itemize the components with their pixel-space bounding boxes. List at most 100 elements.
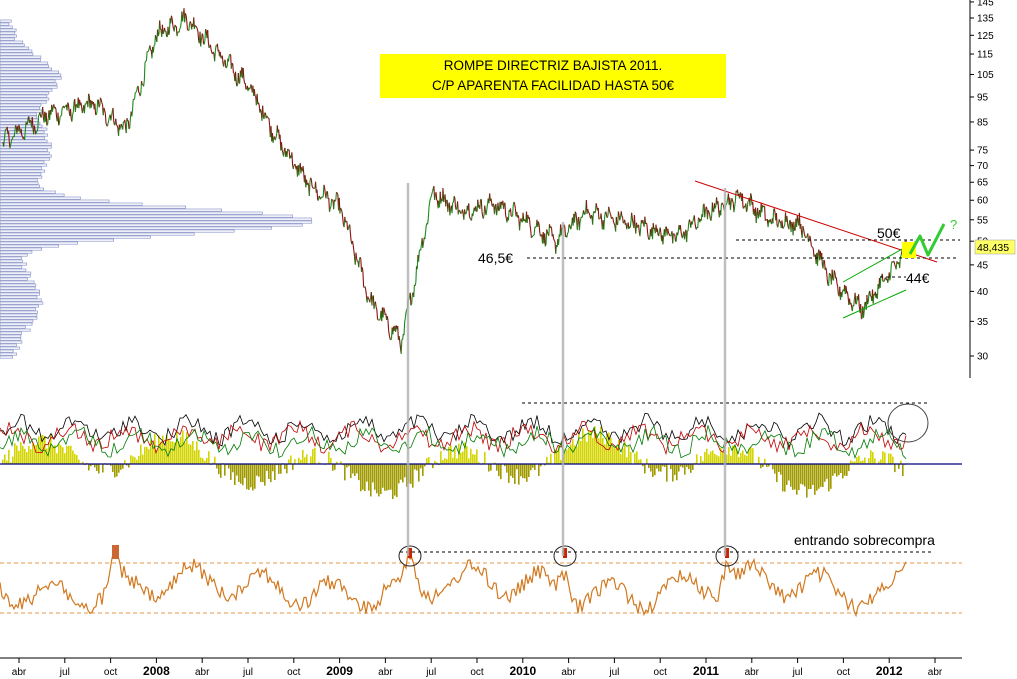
price-segment <box>592 213 594 225</box>
price-segment <box>658 231 661 237</box>
price-segment <box>144 60 147 63</box>
price-segment <box>403 321 406 336</box>
oscillator-histogram-bar <box>172 441 174 464</box>
oscillator-histogram-bar <box>812 464 814 485</box>
oscillator-histogram-bar <box>634 453 636 464</box>
price-segment <box>359 257 362 260</box>
oscillator-histogram-bar <box>666 464 668 482</box>
price-segment <box>683 232 686 240</box>
price-segment <box>399 341 402 349</box>
oscillator-histogram-bar <box>810 464 812 489</box>
volume-bar <box>0 211 263 215</box>
oscillator-histogram-bar <box>278 464 280 474</box>
rsi-overbought-circle <box>398 545 422 567</box>
oscillator-histogram-bar <box>566 449 568 464</box>
volume-bar <box>0 313 38 317</box>
volume-bar <box>0 187 44 191</box>
oscillator-histogram-bar <box>452 457 454 464</box>
oscillator-histogram-bar <box>186 432 188 464</box>
oscillator-histogram-bar <box>420 464 422 469</box>
price-segment <box>203 40 206 45</box>
oscillator-histogram-bar <box>138 455 140 464</box>
price-segment <box>341 211 344 219</box>
volume-bar <box>0 166 42 170</box>
oscillator-histogram-bar <box>474 454 476 464</box>
price-segment <box>787 223 789 228</box>
price-segment <box>720 203 722 216</box>
price-segment <box>111 111 113 116</box>
volume-bar <box>0 145 52 149</box>
oscillator-histogram-bar <box>178 441 180 464</box>
oscillator-histogram-bar <box>380 464 382 495</box>
price-segment <box>567 232 569 234</box>
price-segment <box>709 214 711 219</box>
oscillator-histogram-bar <box>130 455 132 464</box>
price-segment <box>324 187 326 195</box>
oscillator-histogram-bar <box>20 442 22 464</box>
oscillator-histogram-bar <box>786 464 788 485</box>
signal-markers <box>406 183 727 556</box>
volume-bar <box>0 100 47 104</box>
price-segment <box>72 112 74 115</box>
price-segment <box>834 272 837 279</box>
volume-bar <box>0 109 43 113</box>
price-tick-label: 75 <box>977 146 989 157</box>
oscillator-histogram-bar <box>10 462 12 464</box>
time-tick-label: 2009 <box>326 664 353 678</box>
price-segment <box>530 229 532 238</box>
price-segment <box>340 207 342 211</box>
price-segment <box>373 303 376 310</box>
price-segment <box>429 198 431 202</box>
price-segment <box>334 200 337 202</box>
price-segment <box>249 88 251 90</box>
price-segment <box>66 102 69 111</box>
price-segment <box>253 89 256 97</box>
oscillator-histogram-bar <box>522 464 524 479</box>
price-segment <box>171 18 174 26</box>
oscillator-histogram-bar <box>684 464 686 475</box>
price-segment <box>291 152 294 166</box>
price-segment <box>828 273 830 286</box>
oscillator-histogram-bar <box>74 453 76 464</box>
price-segment <box>581 213 584 218</box>
oscillator-histogram-bar <box>766 464 768 467</box>
oscillator-histogram-bar <box>898 464 900 469</box>
price-segment <box>280 142 283 151</box>
price-segment <box>274 138 277 141</box>
price-segment <box>617 211 620 216</box>
oscillator-histogram-bar <box>858 455 860 464</box>
oscillator-histogram-bar <box>402 464 404 483</box>
volume-bar <box>0 304 39 308</box>
oscillator-histogram-bar <box>496 464 498 471</box>
oscillator-histogram-bar <box>366 464 368 482</box>
oscillator-histogram-bar <box>46 448 48 464</box>
oscillator-histogram-bar <box>834 464 836 474</box>
price-segment <box>129 118 131 129</box>
price-segment <box>531 235 534 238</box>
oscillator-histogram-bar <box>456 458 458 464</box>
price-segment <box>533 226 536 236</box>
oscillator-histogram-bar <box>678 464 680 472</box>
oscillator-histogram-bar <box>558 446 560 464</box>
price-segment <box>154 35 157 39</box>
price-segment <box>98 105 101 108</box>
price-tick-label: 70 <box>977 161 989 172</box>
price-segment <box>502 203 505 210</box>
price-segment <box>480 199 483 212</box>
oscillator-histogram-bar <box>856 457 858 464</box>
price-segment <box>725 202 728 205</box>
oscillator-histogram-bar <box>532 464 534 468</box>
price-segment <box>782 226 785 229</box>
volume-bar <box>0 133 49 137</box>
price-segment <box>106 122 109 127</box>
price-segment <box>147 48 150 52</box>
price-segment <box>185 15 188 22</box>
oscillator-histogram-bar <box>900 460 902 464</box>
oscillator-histogram-bar <box>334 464 336 470</box>
volume-bar <box>0 352 17 356</box>
price-segment <box>490 198 493 204</box>
oscillator-histogram-bar <box>736 449 738 464</box>
volume-bar <box>0 91 50 95</box>
price-segment <box>108 116 111 121</box>
price-segment <box>691 220 694 225</box>
